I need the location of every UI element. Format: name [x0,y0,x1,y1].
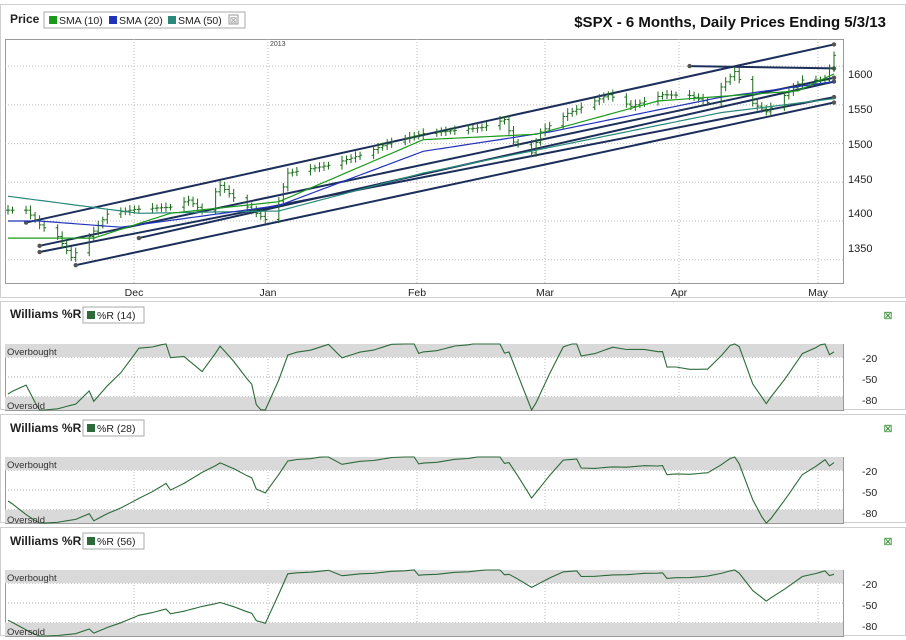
sma10-swatch [49,16,57,24]
sma20-line [8,81,835,228]
overbought-band-0 [5,344,843,358]
price-panel-frame [0,4,906,298]
wr56-oversold-label: Oversold [7,627,45,638]
wr28-expand-icon[interactable]: ⊠ [883,423,892,435]
oversold-band-2 [5,622,843,636]
legend-close-icon[interactable] [228,14,239,25]
wr-header-14: Williams %R %R (14) ⊠ [10,306,893,324]
year-marker: 2013 [270,41,286,48]
wr56-legend-box [82,532,145,550]
trendline-1 [39,76,835,247]
overbought-band-2 [5,570,843,584]
x-tick-mar: Mar [536,287,555,299]
wr-header-28: Williams %R %R (28) ⊠ [10,419,893,437]
wr-line-2 [7,569,835,637]
wr28-tick-50: -50 [862,487,877,499]
trendline-3 [39,96,835,253]
sma20-legend: SMA (20) [119,15,163,27]
sma50-swatch [168,16,176,24]
trendline-2 [75,101,835,267]
y-tick-1350: 1350 [848,243,872,255]
wr28-oversold-label: Oversold [7,515,45,526]
y-tick-1500: 1500 [848,139,872,151]
wr14-expand-icon[interactable]: ⊠ [883,310,892,322]
wr56-title: Williams %R [10,534,82,548]
oversold-band-1 [5,509,843,523]
trend-anchor-a-3 [37,249,42,255]
x-tick-dec: Dec [125,287,144,299]
wr-line-1 [7,456,835,524]
wr28-overbought-label: Overbought [7,460,57,471]
y-tick-1450: 1450 [848,174,872,186]
wr-header-56: Williams %R %R (56) ⊠ [10,532,893,550]
y-tick-1550: 1550 [848,104,872,116]
trend-anchor-a-5 [687,63,692,69]
x-tick-jan: Jan [260,287,277,299]
trend-anchor-b-2 [831,100,837,105]
wr14-swatch [87,311,95,319]
wr28-title: Williams %R [10,421,82,435]
wr56-tick-20: -20 [862,579,877,591]
wr14-tick-20: -20 [862,353,877,365]
y-tick-1400: 1400 [848,208,872,220]
trend-anchor-b-1 [831,75,837,80]
x-tick-apr: Apr [671,287,688,299]
wr56-overbought-label: Overbought [7,573,57,584]
wr14-overbought-label: Overbought [7,347,57,358]
trendline-0 [25,43,835,224]
wr14-oversold-label: Oversold [7,401,45,412]
price-plot-area [5,39,844,284]
trend-anchor-b-0 [831,42,837,47]
x-tick-may: May [808,287,829,299]
price-panel-label: Price [10,12,40,26]
chart-title: $SPX - 6 Months, Daily Prices Ending 5/3… [574,14,886,31]
oversold-band-0 [5,396,843,410]
wr56-legend: %R (56) [97,536,136,548]
wr14-title: Williams %R [10,307,82,321]
x-tick-feb: Feb [408,287,426,299]
price-legend-box [43,11,246,29]
sma10-line [8,73,835,239]
wr28-swatch [87,424,95,432]
wr28-tick-80: -80 [862,508,877,520]
trendline-5 [689,65,835,70]
y-tick-1600: 1600 [848,69,872,81]
wr14-tick-80: -80 [862,395,877,407]
wr14-legend-box [82,306,145,324]
sma50-legend: SMA (50) [178,15,222,27]
wr14-tick-50: -50 [862,374,877,386]
wr56-expand-icon[interactable]: ⊠ [883,536,892,548]
legend-close-glyph: ⊠ [230,15,238,25]
wr28-tick-20: -20 [862,466,877,478]
trend-anchor-a-4 [136,235,142,241]
wr28-legend: %R (28) [97,423,136,435]
sma20-swatch [109,16,117,24]
wr56-tick-80: -80 [862,621,877,633]
wr56-tick-50: -50 [862,600,877,612]
trend-anchor-a-2 [73,262,78,268]
sma50-line [7,98,835,214]
trend-anchor-a-1 [37,243,42,249]
sma10-legend: SMA (10) [59,15,103,27]
wr14-legend: %R (14) [97,310,136,322]
wr-line-0 [7,343,835,412]
wr28-legend-box [82,419,145,437]
wr56-swatch [87,537,95,545]
